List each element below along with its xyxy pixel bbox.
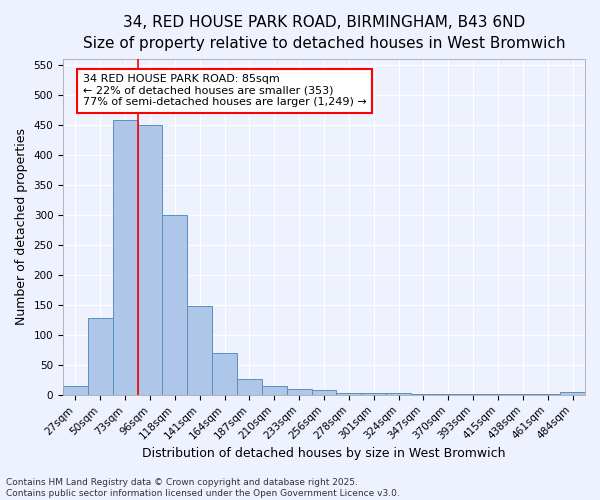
Bar bbox=[511, 394, 535, 395]
Bar bbox=[560, 392, 585, 395]
Bar bbox=[337, 393, 361, 395]
Bar bbox=[212, 353, 237, 395]
Bar bbox=[485, 394, 511, 395]
X-axis label: Distribution of detached houses by size in West Bromwich: Distribution of detached houses by size … bbox=[142, 447, 506, 460]
Bar bbox=[63, 386, 88, 395]
Bar bbox=[237, 378, 262, 395]
Bar bbox=[386, 393, 411, 395]
Bar bbox=[287, 389, 311, 395]
Y-axis label: Number of detached properties: Number of detached properties bbox=[15, 128, 28, 326]
Bar bbox=[311, 390, 337, 395]
Text: Contains HM Land Registry data © Crown copyright and database right 2025.
Contai: Contains HM Land Registry data © Crown c… bbox=[6, 478, 400, 498]
Text: 34 RED HOUSE PARK ROAD: 85sqm
← 22% of detached houses are smaller (353)
77% of : 34 RED HOUSE PARK ROAD: 85sqm ← 22% of d… bbox=[83, 74, 367, 108]
Bar bbox=[361, 393, 386, 395]
Bar bbox=[88, 318, 113, 395]
Bar bbox=[187, 306, 212, 395]
Bar bbox=[411, 394, 436, 395]
Title: 34, RED HOUSE PARK ROAD, BIRMINGHAM, B43 6ND
Size of property relative to detach: 34, RED HOUSE PARK ROAD, BIRMINGHAM, B43… bbox=[83, 15, 565, 51]
Bar bbox=[137, 125, 163, 395]
Bar bbox=[461, 394, 485, 395]
Bar bbox=[436, 394, 461, 395]
Bar bbox=[163, 215, 187, 395]
Bar bbox=[113, 120, 137, 395]
Bar bbox=[262, 386, 287, 395]
Bar bbox=[535, 394, 560, 395]
